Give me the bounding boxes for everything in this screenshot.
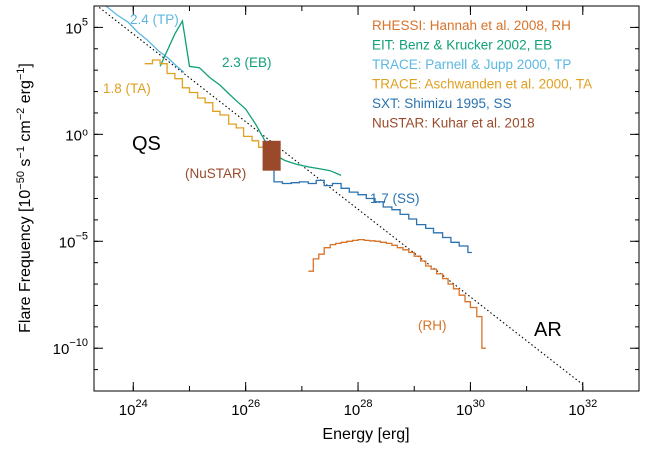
x-axis-label: Energy [erg] [322, 426, 409, 443]
legend-entry: SXT: Shimizu 1995, SS [372, 96, 512, 111]
legend-entry: NuSTAR: Kuhar et al. 2018 [372, 116, 535, 131]
y-axis-label: Flare Frequency [10−50 s−1 cm−2 erg−1] [15, 63, 34, 333]
series-label-ss: 1.7 (SS) [370, 191, 420, 206]
legend-entry: TRACE: Parnell & Jupp 2000, TP [372, 57, 571, 72]
x-tick-label: 1028 [344, 398, 373, 419]
y-tick-label: 10⁰ [65, 127, 88, 144]
region-label-qs: QS [132, 133, 161, 155]
reference-line-layer [96, 6, 584, 385]
y-tick-label: 10−10 [53, 337, 88, 358]
series-line-eb [159, 19, 342, 176]
series-line-ta [144, 59, 279, 162]
legend-entry: RHESSI: Hannah et al. 2008, RH [372, 18, 571, 33]
series-label-rh: (RH) [418, 318, 447, 333]
legend: RHESSI: Hannah et al. 2008, RH EIT: Benz … [372, 18, 592, 131]
series-labels: 2.4 (TP) 2.3 (EB) 1.8 (TA) 1.7 (SS) (RH)… [103, 12, 447, 333]
x-tick-label: 1032 [568, 398, 597, 419]
x-tick-labels: 1024 1026 1028 1030 1032 [119, 398, 597, 419]
y-tick-label: 10−5 [59, 230, 88, 251]
series-layer [104, 6, 486, 349]
series-label-tp: 2.4 (TP) [130, 12, 179, 27]
series-label-eb: 2.3 (EB) [222, 55, 272, 70]
series-label-ta: 1.8 (TA) [103, 81, 151, 96]
series-line-ss [264, 148, 472, 254]
y-tick-label: 105 [65, 16, 88, 37]
legend-entry: EIT: Benz & Krucker 2002, EB [372, 38, 552, 53]
legend-entry: TRACE: Aschwanden et al. 2000, TA [372, 77, 592, 92]
series-line-tp [104, 6, 185, 73]
y-tick-labels: 105 10⁰ 10−5 10−10 [53, 16, 88, 358]
series-label-nustar: (NuSTAR) [185, 166, 246, 181]
nustar-layer [262, 140, 281, 171]
nustar-box [262, 140, 281, 171]
plot-frame [93, 5, 640, 392]
x-tick-label: 1024 [119, 398, 148, 419]
x-tick-label: 1026 [231, 398, 260, 419]
region-label-ar: AR [534, 319, 562, 341]
reference-power-law-line [96, 6, 584, 385]
x-tick-label: 1030 [456, 398, 485, 419]
series-line-rh [308, 238, 486, 349]
